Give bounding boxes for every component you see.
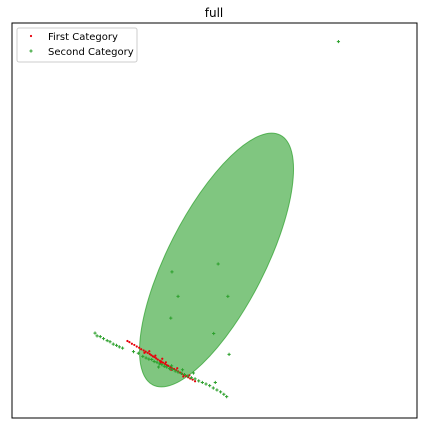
data-point-second-category-48	[226, 294, 230, 298]
data-point-second-category-30	[193, 377, 197, 381]
data-point-second-category-18	[157, 362, 162, 366]
data-point-second-category-4	[105, 338, 109, 343]
data-point-first-category-10	[148, 352, 151, 356]
data-point-second-category-14	[147, 357, 151, 361]
data-point-first-category-7	[142, 349, 145, 352]
legend-marker-glyph-1	[29, 49, 33, 53]
data-point-first-category-0	[126, 339, 129, 343]
data-point-second-category-43	[191, 371, 196, 375]
axes-frame	[11, 22, 418, 419]
data-point-second-category-15	[150, 357, 154, 362]
data-point-second-category-51	[227, 352, 231, 357]
data-point-second-category-8	[117, 345, 121, 349]
legend-marker-second-category	[29, 49, 33, 53]
data-point-first-category-2	[130, 342, 133, 345]
data-point-first-category-38	[159, 361, 162, 364]
data-point-second-category-36	[215, 388, 219, 392]
data-point-second-category-6	[111, 342, 115, 346]
data-point-second-category-9	[120, 346, 125, 350]
data-point-first-category-33	[191, 378, 194, 381]
data-point-first-category-44	[161, 357, 164, 360]
data-point-first-category-39	[164, 361, 167, 364]
data-point-second-category-32	[200, 380, 204, 385]
data-point-second-category-44	[213, 380, 217, 385]
data-point-first-category-1	[128, 341, 131, 344]
data-point-second-category-35	[211, 386, 215, 390]
data-point-second-category-49	[169, 316, 173, 320]
legend-label-first-category: First Category	[48, 32, 118, 43]
data-point-second-category-21	[165, 365, 169, 369]
data-point-second-category-5	[108, 340, 112, 344]
data-point-second-category-7	[114, 343, 119, 347]
data-point-first-category-5	[138, 346, 141, 349]
legend-entry-first-category: First Category	[29, 32, 118, 43]
chart-title: full	[205, 6, 224, 20]
data-point-second-category-39	[225, 395, 229, 399]
data-point-second-category-13	[144, 356, 148, 360]
data-point-second-category-38	[222, 392, 226, 396]
legend-label-second-category: Second Category	[48, 47, 134, 58]
data-point-first-category-14	[155, 357, 158, 360]
data-point-second-category-20	[162, 364, 166, 368]
data-point-first-category-9	[146, 351, 149, 354]
data-point-second-category-2	[98, 335, 102, 339]
data-point-second-category-16	[152, 359, 156, 364]
data-point-second-category-26	[179, 371, 183, 375]
data-point-second-category-52	[336, 39, 341, 44]
data-point-second-category-45	[170, 270, 174, 274]
data-point-second-category-27	[182, 372, 187, 377]
data-point-first-category-4	[135, 345, 138, 348]
covariance-ellipse-0	[139, 132, 295, 388]
data-point-second-category-41	[169, 364, 174, 368]
data-point-first-category-37	[154, 354, 157, 357]
data-point-second-category-23	[170, 367, 174, 372]
points-layer	[93, 39, 341, 399]
data-point-first-category-15	[156, 358, 159, 361]
legend-marker-glyph-0	[29, 34, 33, 38]
legend-box	[16, 27, 138, 63]
data-point-first-category-11	[150, 354, 153, 357]
data-point-second-category-33	[204, 382, 208, 386]
data-point-second-category-31	[197, 379, 201, 383]
data-point-second-category-50	[212, 331, 216, 336]
data-point-first-category-42	[182, 375, 185, 378]
legend: First Category Second Category	[16, 27, 138, 63]
data-point-second-category-12	[141, 354, 145, 358]
data-point-first-category-41	[176, 367, 179, 370]
data-point-second-category-17	[155, 360, 159, 364]
data-point-second-category-47	[176, 294, 180, 298]
data-point-second-category-28	[186, 374, 190, 378]
data-point-second-category-40	[157, 365, 161, 369]
data-point-first-category-36	[148, 350, 151, 353]
data-point-second-category-34	[208, 384, 212, 388]
ellipse-layer	[139, 132, 295, 388]
plot-area	[11, 22, 418, 419]
data-point-second-category-11	[136, 351, 140, 355]
data-point-second-category-37	[218, 390, 223, 394]
data-point-first-category-6	[140, 348, 143, 351]
data-point-first-category-35	[143, 351, 146, 354]
data-point-second-category-1	[95, 334, 99, 338]
data-point-first-category-18	[161, 361, 165, 364]
data-point-second-category-25	[176, 370, 180, 374]
data-point-second-category-42	[180, 368, 185, 372]
legend-entry-second-category: Second Category	[29, 47, 134, 58]
data-point-second-category-19	[160, 363, 164, 367]
data-point-second-category-3	[101, 337, 106, 341]
legend-marker-first-category	[29, 34, 33, 38]
data-point-first-category-34	[193, 380, 197, 383]
data-point-first-category-21	[167, 364, 170, 367]
data-point-second-category-29	[189, 376, 194, 380]
data-point-second-category-46	[216, 262, 220, 266]
data-point-second-category-22	[167, 367, 172, 371]
data-point-second-category-0	[93, 331, 97, 335]
data-point-first-category-3	[133, 343, 136, 347]
data-point-first-category-30	[185, 375, 188, 378]
data-point-second-category-10	[131, 350, 136, 354]
data-point-second-category-24	[173, 369, 177, 373]
